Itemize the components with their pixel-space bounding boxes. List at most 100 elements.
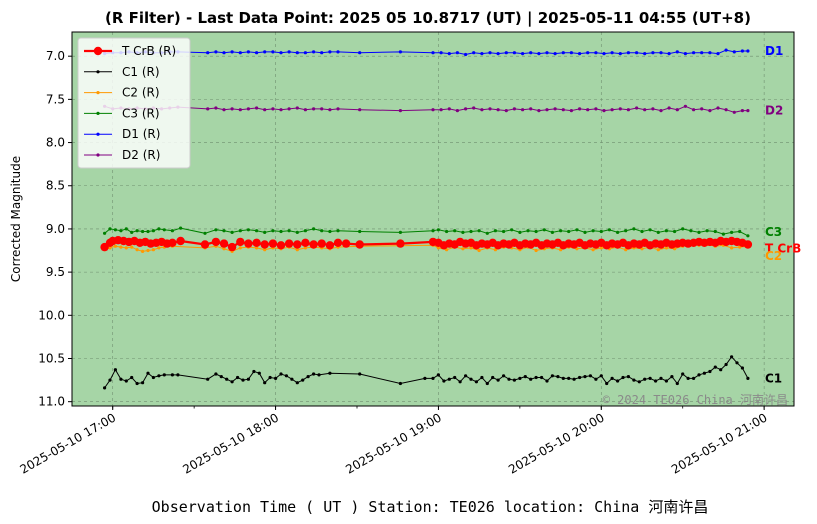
data-point bbox=[162, 228, 166, 232]
data-point bbox=[461, 247, 465, 251]
data-point bbox=[635, 51, 639, 55]
data-point bbox=[545, 51, 549, 55]
data-point bbox=[312, 50, 316, 54]
x-tick-label: 2025-05-10 21:00 bbox=[669, 410, 770, 476]
y-tick-label: 8.5 bbox=[46, 179, 65, 193]
data-point bbox=[713, 365, 717, 369]
data-point bbox=[561, 51, 565, 55]
data-point bbox=[529, 51, 533, 55]
data-point bbox=[439, 108, 443, 112]
data-point bbox=[398, 50, 402, 54]
data-point bbox=[610, 376, 614, 380]
data-point bbox=[599, 246, 603, 250]
data-point bbox=[263, 108, 267, 112]
data-point bbox=[616, 230, 620, 234]
legend-box bbox=[77, 37, 191, 169]
data-point bbox=[263, 230, 267, 234]
data-point bbox=[274, 376, 278, 380]
data-point bbox=[537, 109, 541, 113]
data-point bbox=[355, 240, 364, 249]
data-point bbox=[675, 381, 679, 386]
data-point bbox=[730, 246, 734, 250]
data-point bbox=[303, 246, 307, 250]
data-point bbox=[225, 377, 229, 381]
data-point bbox=[648, 376, 652, 380]
data-point bbox=[632, 378, 636, 382]
data-point bbox=[439, 51, 443, 55]
data-point bbox=[398, 381, 402, 386]
legend-label: C2 (R) bbox=[122, 86, 160, 100]
data-point bbox=[279, 372, 283, 376]
data-point bbox=[124, 379, 128, 383]
data-point bbox=[236, 237, 245, 247]
data-point bbox=[320, 107, 324, 111]
data-point bbox=[477, 229, 481, 233]
data-point bbox=[312, 107, 316, 111]
data-point bbox=[578, 52, 582, 56]
data-point bbox=[108, 246, 112, 250]
data-point bbox=[469, 246, 473, 250]
data-point bbox=[170, 373, 174, 377]
data-point bbox=[287, 229, 291, 233]
data-point bbox=[431, 51, 435, 55]
data-point bbox=[257, 371, 261, 375]
plot-frame bbox=[71, 31, 795, 407]
data-point bbox=[594, 377, 598, 381]
series-layer bbox=[100, 48, 753, 390]
series-c1 bbox=[103, 355, 750, 390]
data-point bbox=[279, 108, 283, 112]
data-point bbox=[724, 362, 728, 367]
data-point bbox=[222, 229, 226, 233]
data-point bbox=[621, 375, 625, 380]
data-point bbox=[255, 246, 259, 250]
data-point bbox=[290, 377, 294, 381]
data-point bbox=[219, 239, 229, 248]
legend-label: D1 (R) bbox=[122, 127, 160, 141]
data-point bbox=[214, 50, 218, 54]
data-point bbox=[740, 366, 745, 370]
series-end-label: C1 bbox=[765, 371, 782, 385]
data-point bbox=[599, 229, 603, 234]
data-point bbox=[708, 369, 712, 374]
data-point bbox=[521, 52, 525, 56]
legend-item: C3 (R) bbox=[84, 106, 160, 120]
data-point bbox=[271, 229, 275, 233]
y-tick-label: 7.0 bbox=[46, 49, 65, 63]
data-point bbox=[591, 229, 595, 233]
data-point bbox=[255, 229, 259, 233]
data-point bbox=[398, 109, 402, 113]
data-point bbox=[553, 52, 557, 56]
series-end-label: D2 bbox=[765, 104, 783, 118]
data-point bbox=[455, 51, 459, 55]
data-point bbox=[211, 237, 221, 247]
data-point bbox=[284, 374, 288, 378]
data-point bbox=[721, 232, 726, 236]
data-point bbox=[320, 51, 324, 55]
data-point bbox=[436, 246, 440, 250]
series-end-label: C2 bbox=[765, 249, 782, 263]
series-end-labels: T CrB C1 C2 C3 D1 D2 bbox=[765, 44, 801, 385]
data-point bbox=[664, 246, 669, 250]
data-point bbox=[306, 375, 310, 379]
data-point bbox=[648, 228, 652, 232]
y-tick-label: 8.0 bbox=[46, 136, 65, 150]
data-point bbox=[504, 51, 508, 55]
data-point bbox=[295, 381, 299, 385]
data-point bbox=[618, 107, 622, 111]
data-point bbox=[230, 107, 234, 111]
data-point bbox=[336, 229, 340, 233]
data-point bbox=[295, 51, 299, 55]
data-point bbox=[667, 106, 671, 110]
data-point bbox=[263, 381, 267, 385]
data-point bbox=[458, 380, 462, 384]
series-end-label: C3 bbox=[765, 225, 782, 239]
data-point bbox=[610, 108, 614, 112]
data-point bbox=[578, 107, 582, 111]
data-point bbox=[523, 375, 527, 379]
data-point bbox=[431, 108, 435, 112]
data-point bbox=[124, 227, 128, 231]
data-point bbox=[732, 110, 736, 114]
data-point bbox=[135, 248, 139, 252]
data-point bbox=[455, 109, 459, 113]
data-point bbox=[569, 109, 574, 113]
